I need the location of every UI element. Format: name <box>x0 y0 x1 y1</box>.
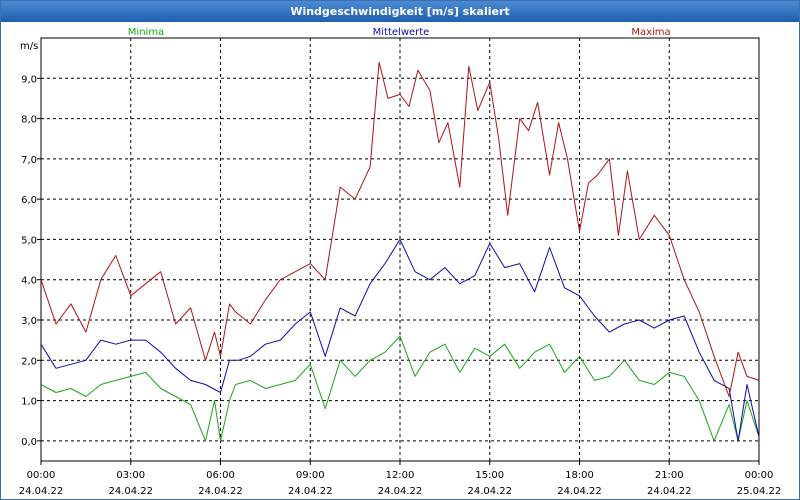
x-tick-date: 24.04.22 <box>557 486 602 497</box>
x-tick-time: 18:00 <box>565 470 594 481</box>
legend-maxima: Maxima <box>631 27 670 38</box>
series-line-minima <box>40 335 760 442</box>
x-tick-time: 00:00 <box>27 470 56 481</box>
x-tick-time: 12:00 <box>386 470 415 481</box>
series-line-mittelwerte <box>40 238 760 442</box>
x-tick-date: 24.04.22 <box>198 486 243 497</box>
x-tick-date: 24.04.22 <box>467 486 512 497</box>
x-tick-time: 06:00 <box>206 470 235 481</box>
y-tick-label: 3,0 <box>21 316 37 327</box>
series-group <box>40 61 760 442</box>
y-tick-label: 0,0 <box>21 437 37 448</box>
x-tick-time: 09:00 <box>296 470 325 481</box>
x-tick-time: 15:00 <box>475 470 504 481</box>
series-line-maxima <box>40 61 760 397</box>
y-tick-label: 6,0 <box>21 195 37 206</box>
x-tick-date: 24.04.22 <box>378 486 423 497</box>
y-tick-label: 2,0 <box>21 356 37 367</box>
x-tick-date: 24.04.22 <box>647 486 692 497</box>
x-tick-date: 24.04.22 <box>288 486 333 497</box>
x-tick-date: 24.04.22 <box>108 486 153 497</box>
y-tick-label: 4,0 <box>21 276 37 287</box>
x-tick-time: 00:00 <box>745 470 774 481</box>
x-tick-date: 25.04.22 <box>737 486 782 497</box>
x-tick-date: 24.04.22 <box>19 486 64 497</box>
x-tick-time: 03:00 <box>116 470 145 481</box>
y-tick-label: 7,0 <box>21 155 37 166</box>
y-tick-label: 1,0 <box>21 397 37 408</box>
y-tick-label: 8,0 <box>21 115 37 126</box>
legend-mittelwerte: Mittelwerte <box>373 27 430 38</box>
grid <box>41 38 759 461</box>
x-tick-time: 21:00 <box>655 470 684 481</box>
axes: 0,0 1,0 2,0 3,0 4,0 5,0 6,0 7,0 8,0 9,0 00:00 24.04… <box>19 74 782 497</box>
y-axis-label: m/s <box>20 41 38 52</box>
legend-minima: Minima <box>128 27 164 38</box>
y-tick-label: 5,0 <box>21 235 37 246</box>
window-title: Windgeschwindigkeit [m/s] skaliert <box>1 1 799 22</box>
y-tick-label: 9,0 <box>21 74 37 85</box>
